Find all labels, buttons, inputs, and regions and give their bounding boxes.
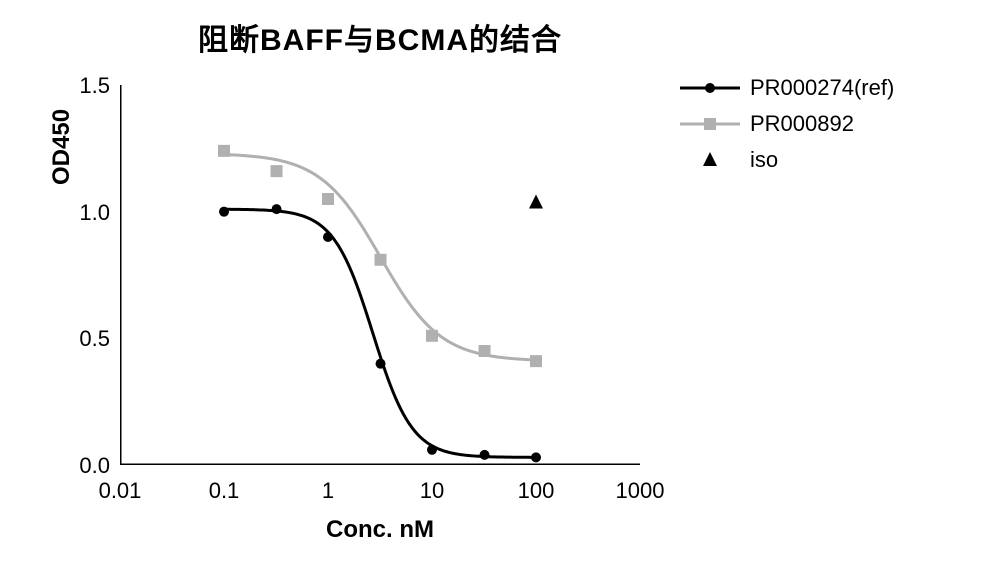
page-root: 阻断BAFF与BCMA的结合 OD450 Conc. nM 0.0 0.5 1.…: [0, 0, 1000, 569]
x-tick-4: 100: [518, 478, 555, 504]
y-tick-2: 1.0: [50, 200, 110, 226]
legend-item-0: PR000274(ref): [680, 70, 894, 106]
legend-label-0: PR000274(ref): [740, 75, 894, 101]
legend-swatch-1: [680, 106, 740, 142]
x-tick-5: 1000: [616, 478, 665, 504]
legend: PR000274(ref) PR000892 iso: [680, 70, 894, 178]
legend-swatch-0: [680, 70, 740, 106]
x-tick-0: 0.01: [99, 478, 142, 504]
y-axis-label: OD450: [48, 109, 76, 185]
y-tick-0: 0.0: [50, 453, 110, 479]
chart-title: 阻断BAFF与BCMA的结合: [120, 15, 640, 59]
legend-swatch-2: [680, 142, 740, 178]
x-tick-1: 0.1: [209, 478, 240, 504]
legend-label-1: PR000892: [740, 111, 854, 137]
x-axis-label: Conc. nM: [120, 516, 640, 544]
legend-label-2: iso: [740, 147, 778, 173]
y-tick-3: 1.5: [50, 73, 110, 99]
chart-plot: [120, 85, 640, 465]
legend-item-1: PR000892: [680, 106, 894, 142]
x-tick-2: 1: [322, 478, 334, 504]
legend-item-2: iso: [680, 142, 894, 178]
x-tick-3: 10: [420, 478, 444, 504]
y-tick-1: 0.5: [50, 326, 110, 352]
